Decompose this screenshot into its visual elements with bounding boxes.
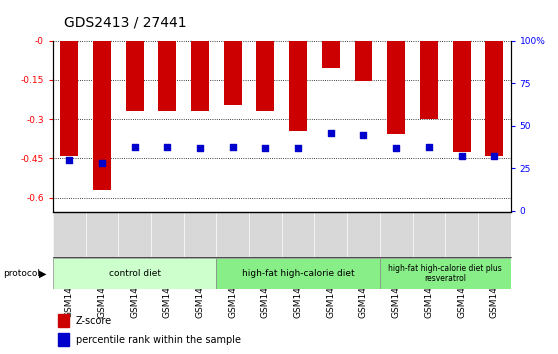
Bar — [158, 41, 176, 111]
Text: Z-score: Z-score — [76, 316, 112, 326]
Point — [261, 145, 270, 150]
Text: high-fat high-calorie diet: high-fat high-calorie diet — [242, 269, 354, 278]
Point — [65, 157, 74, 162]
Point — [98, 160, 107, 166]
FancyBboxPatch shape — [380, 258, 511, 289]
Bar — [126, 41, 144, 111]
Bar — [485, 41, 503, 156]
Point — [425, 144, 434, 150]
Point — [196, 145, 205, 150]
Text: high-fat high-calorie diet plus
resveratrol: high-fat high-calorie diet plus resverat… — [388, 264, 502, 283]
Text: protocol: protocol — [3, 269, 40, 278]
Point — [392, 145, 401, 150]
Bar — [453, 41, 470, 152]
FancyBboxPatch shape — [53, 258, 217, 289]
Bar — [387, 41, 405, 133]
Point — [457, 153, 466, 159]
Text: ▶: ▶ — [39, 268, 46, 279]
Bar — [191, 41, 209, 111]
Bar — [420, 41, 438, 119]
Point — [490, 153, 499, 159]
Text: control diet: control diet — [109, 269, 161, 278]
Point — [130, 144, 139, 150]
Bar — [57, 333, 69, 346]
Point — [228, 144, 237, 150]
Bar — [93, 41, 111, 190]
Bar — [224, 41, 242, 105]
Point — [163, 144, 172, 150]
Bar — [257, 41, 275, 111]
Bar — [60, 41, 78, 156]
Point — [359, 132, 368, 138]
Text: GDS2413 / 27441: GDS2413 / 27441 — [64, 16, 187, 30]
Text: percentile rank within the sample: percentile rank within the sample — [76, 335, 241, 345]
FancyBboxPatch shape — [217, 258, 380, 289]
Bar — [57, 314, 69, 327]
Point — [294, 145, 302, 150]
Bar — [354, 41, 373, 81]
Point — [326, 131, 335, 136]
Bar — [289, 41, 307, 131]
Bar — [322, 41, 340, 68]
